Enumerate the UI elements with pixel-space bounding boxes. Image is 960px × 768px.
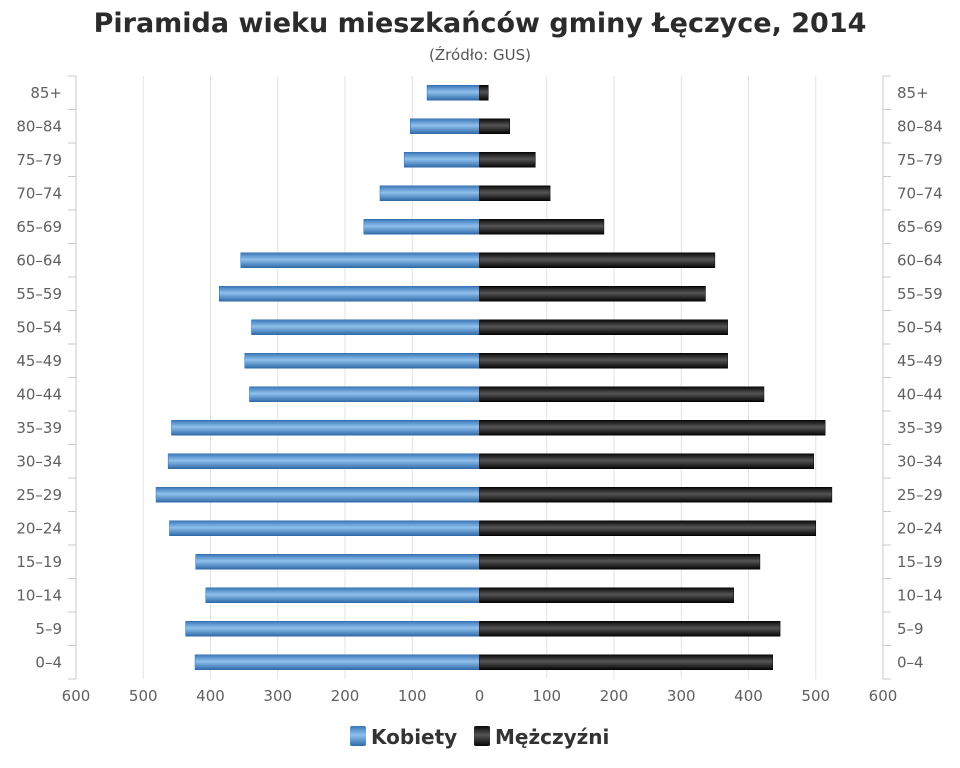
bar-kobiety-0[interactable] [426,85,480,101]
x-tick-label: 100 [398,687,427,705]
bar-kobiety-2[interactable] [403,152,480,168]
chart-title: Piramida wieku mieszkańców gminy Łęczyce… [94,8,867,39]
y-tick-label-left: 30–34 [16,452,62,470]
bar-mezczyzni-12[interactable] [479,487,833,503]
bar-mezczyzni-1[interactable] [479,118,511,134]
chart-subtitle: (Źródło: GUS) [429,45,531,64]
y-tick-label-right: 50–54 [897,318,943,336]
y-tick-label-left: 10–14 [16,586,62,604]
bar-mezczyzni-8[interactable] [479,353,728,369]
y-tick-label-right: 70–74 [897,184,943,202]
y-tick-label-right: 0–4 [897,653,924,671]
y-tick-label-right: 85+ [897,84,929,102]
x-tick-label: 400 [734,687,763,705]
x-tick-label: 200 [331,687,360,705]
bar-kobiety-11[interactable] [167,453,480,469]
y-tick-label-right: 20–24 [897,519,943,537]
tick-labels: 600 500 400 300 200 100 0 100 200 300 400 500 600 85+… [16,84,942,705]
y-tick-label-right: 15–19 [897,553,943,571]
legend-item-mezczyzni[interactable]: Mężczyźni [474,725,609,749]
y-tick-label-left: 65–69 [16,218,62,236]
bar-mezczyzni-13[interactable] [479,520,816,536]
bar-kobiety-7[interactable] [251,319,480,335]
x-tick-label: 500 [801,687,830,705]
bar-kobiety-17[interactable] [194,654,480,670]
bar-mezczyzni-2[interactable] [479,152,536,168]
bar-mezczyzni-3[interactable] [479,185,551,201]
y-tick-label-left: 35–39 [16,419,62,437]
bar-mezczyzni-6[interactable] [479,286,706,302]
bar-kobiety-4[interactable] [363,219,480,235]
y-tick-label-left: 40–44 [16,385,62,403]
y-tick-label-right: 40–44 [897,385,943,403]
x-tick-label: 100 [532,687,561,705]
bar-kobiety-12[interactable] [155,487,480,503]
y-tick-label-left: 45–49 [16,352,62,370]
bars [155,85,833,670]
y-tick-label-left: 80–84 [16,117,62,135]
bar-kobiety-14[interactable] [195,554,480,570]
y-tick-label-right: 10–14 [897,586,943,604]
y-tick-label-left: 20–24 [16,519,62,537]
axes [68,75,891,680]
y-tick-label-right: 75–79 [897,151,943,169]
bar-mezczyzni-4[interactable] [479,219,605,235]
y-tick-label-right: 35–39 [897,419,943,437]
bar-mezczyzni-0[interactable] [479,85,489,101]
bar-mezczyzni-14[interactable] [479,554,761,570]
bar-mezczyzni-9[interactable] [479,386,765,402]
legend-swatch-mezczyzni [474,726,490,746]
bar-kobiety-16[interactable] [185,621,480,637]
x-tick-label: 0 [475,687,485,705]
bar-mezczyzni-11[interactable] [479,453,814,469]
bar-kobiety-1[interactable] [409,118,480,134]
bar-kobiety-15[interactable] [205,587,480,603]
x-tick-label: 300 [263,687,292,705]
bar-kobiety-5[interactable] [240,252,480,268]
legend[interactable]: Kobiety Mężczyźni [350,725,609,749]
bar-kobiety-8[interactable] [244,353,480,369]
bar-mezczyzni-5[interactable] [479,252,716,268]
y-tick-label-left: 75–79 [16,151,62,169]
y-tick-label-left: 55–59 [16,285,62,303]
x-tick-label: 600 [869,687,898,705]
bar-kobiety-9[interactable] [249,386,480,402]
y-tick-label-right: 55–59 [897,285,943,303]
y-tick-label-right: 5–9 [897,620,924,638]
y-tick-label-left: 5–9 [35,620,62,638]
legend-item-kobiety[interactable]: Kobiety [350,725,457,749]
y-tick-label-right: 80–84 [897,117,943,135]
y-tick-label-right: 30–34 [897,452,943,470]
bar-mezczyzni-17[interactable] [479,654,773,670]
x-tick-label: 300 [667,687,696,705]
x-tick-label: 400 [196,687,225,705]
bar-mezczyzni-15[interactable] [479,587,734,603]
y-tick-label-left: 15–19 [16,553,62,571]
x-tick-label: 600 [62,687,91,705]
y-tick-label-left: 0–4 [35,653,62,671]
y-tick-label-right: 25–29 [897,486,943,504]
legend-label-kobiety: Kobiety [371,725,457,749]
legend-swatch-kobiety [350,726,366,746]
y-tick-label-right: 65–69 [897,218,943,236]
x-tick-label: 200 [600,687,629,705]
bar-kobiety-13[interactable] [169,520,480,536]
bar-kobiety-3[interactable] [379,185,480,201]
bar-mezczyzni-7[interactable] [479,319,728,335]
y-tick-label-left: 60–64 [16,251,62,269]
bar-kobiety-10[interactable] [171,420,480,436]
y-tick-label-left: 25–29 [16,486,62,504]
bar-mezczyzni-10[interactable] [479,420,826,436]
y-tick-label-left: 70–74 [16,184,62,202]
bar-mezczyzni-16[interactable] [479,621,781,637]
bar-kobiety-6[interactable] [218,286,480,302]
y-tick-label-left: 85+ [30,84,62,102]
y-tick-label-right: 45–49 [897,352,943,370]
y-tick-label-left: 50–54 [16,318,62,336]
legend-label-mezczyzni: Mężczyźni [495,725,609,749]
x-tick-label: 500 [129,687,158,705]
y-tick-label-right: 60–64 [897,251,943,269]
